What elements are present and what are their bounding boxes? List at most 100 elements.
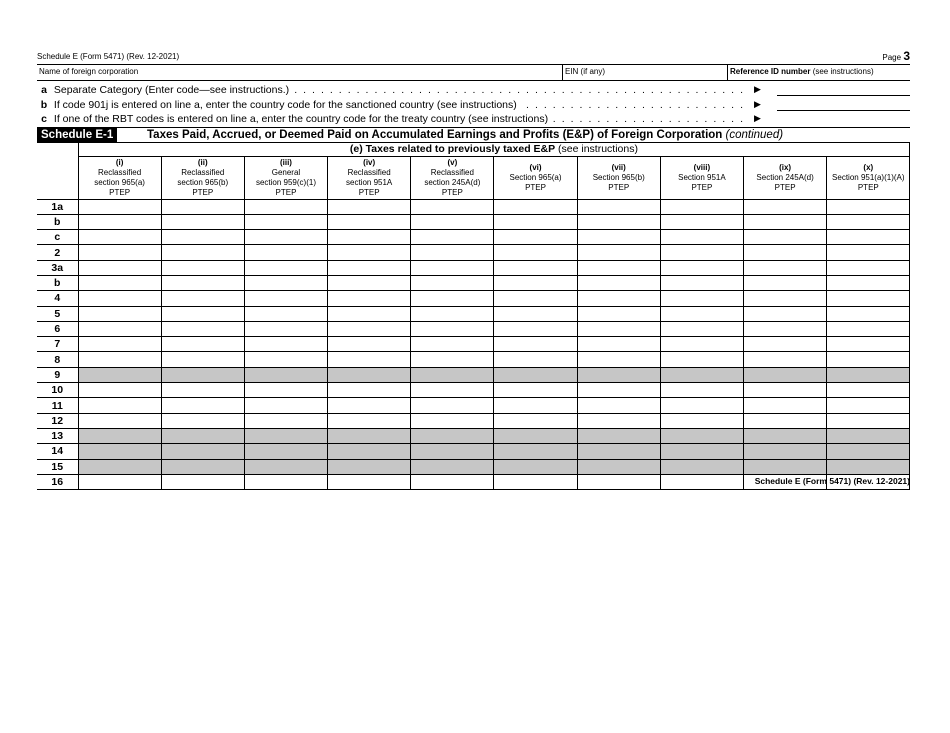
amount-cell[interactable] (742, 397, 828, 414)
amount-cell[interactable] (160, 351, 245, 368)
amount-cell[interactable] (327, 397, 412, 414)
amount-cell[interactable] (493, 259, 578, 276)
amount-cell[interactable] (659, 473, 745, 491)
amount-cell[interactable] (493, 473, 578, 491)
amount-cell[interactable] (77, 290, 162, 307)
amount-cell[interactable] (160, 382, 245, 399)
amount-cell[interactable] (826, 382, 911, 399)
amount-cell[interactable] (742, 351, 828, 368)
amount-cell[interactable] (826, 412, 911, 429)
amount-cell[interactable] (327, 473, 412, 491)
amount-cell[interactable] (493, 320, 578, 338)
amount-cell[interactable] (742, 244, 828, 261)
amount-cell[interactable] (327, 290, 412, 307)
amount-cell[interactable] (160, 244, 245, 261)
amount-cell[interactable] (826, 259, 911, 276)
amount-cell[interactable] (410, 305, 495, 322)
amount-cell[interactable] (77, 198, 162, 215)
amount-cell[interactable] (742, 290, 828, 307)
amount-cell[interactable] (659, 259, 745, 276)
amount-cell[interactable] (576, 336, 661, 353)
amount-cell[interactable] (659, 382, 745, 399)
amount-cell[interactable] (493, 290, 578, 307)
amount-cell[interactable] (493, 382, 578, 399)
amount-cell[interactable] (826, 244, 911, 261)
amount-cell[interactable] (826, 274, 911, 292)
amount-cell[interactable] (243, 305, 329, 322)
amount-cell[interactable] (659, 351, 745, 368)
amount-cell[interactable] (410, 397, 495, 414)
amount-cell[interactable] (493, 244, 578, 261)
amount-cell[interactable] (243, 320, 329, 338)
amount-cell[interactable] (327, 198, 412, 215)
amount-cell[interactable] (576, 274, 661, 292)
amount-cell[interactable] (742, 382, 828, 399)
amount-cell[interactable] (659, 336, 745, 353)
amount-cell[interactable] (327, 382, 412, 399)
amount-cell[interactable] (410, 213, 495, 231)
amount-cell[interactable] (742, 198, 828, 215)
amount-cell[interactable] (243, 213, 329, 231)
amount-cell[interactable] (243, 412, 329, 429)
amount-cell[interactable] (77, 320, 162, 338)
amount-cell[interactable] (243, 336, 329, 353)
amount-cell[interactable] (160, 290, 245, 307)
amount-cell[interactable] (77, 397, 162, 414)
amount-cell[interactable] (826, 397, 911, 414)
amount-cell[interactable] (160, 305, 245, 322)
amount-cell[interactable] (410, 412, 495, 429)
amount-cell[interactable] (410, 259, 495, 276)
amount-cell[interactable] (742, 274, 828, 292)
amount-cell[interactable] (493, 397, 578, 414)
amount-cell[interactable] (576, 320, 661, 338)
amount-cell[interactable] (160, 229, 245, 246)
amount-cell[interactable] (410, 198, 495, 215)
amount-cell[interactable] (576, 229, 661, 246)
amount-cell[interactable] (410, 382, 495, 399)
amount-cell[interactable] (160, 473, 245, 491)
amount-cell[interactable] (243, 259, 329, 276)
amount-cell[interactable] (77, 382, 162, 399)
amount-cell[interactable] (576, 213, 661, 231)
amount-cell[interactable] (243, 397, 329, 414)
line-b-input[interactable] (777, 109, 910, 111)
amount-cell[interactable] (327, 259, 412, 276)
foreign-corporation-name-field[interactable]: Name of foreign corporation (37, 65, 563, 81)
amount-cell[interactable] (493, 198, 578, 215)
amount-cell[interactable] (659, 198, 745, 215)
amount-cell[interactable] (659, 290, 745, 307)
amount-cell[interactable] (327, 305, 412, 322)
amount-cell[interactable] (243, 274, 329, 292)
amount-cell[interactable] (327, 213, 412, 231)
amount-cell[interactable] (742, 305, 828, 322)
amount-cell[interactable] (659, 397, 745, 414)
amount-cell[interactable] (327, 336, 412, 353)
amount-cell[interactable] (410, 320, 495, 338)
amount-cell[interactable] (826, 320, 911, 338)
amount-cell[interactable] (493, 229, 578, 246)
amount-cell[interactable] (826, 229, 911, 246)
amount-cell[interactable] (243, 290, 329, 307)
amount-cell[interactable] (410, 229, 495, 246)
amount-cell[interactable] (77, 244, 162, 261)
amount-cell[interactable] (576, 305, 661, 322)
amount-cell[interactable] (659, 412, 745, 429)
amount-cell[interactable] (826, 290, 911, 307)
amount-cell[interactable] (742, 229, 828, 246)
amount-cell[interactable] (77, 412, 162, 429)
amount-cell[interactable] (77, 274, 162, 292)
amount-cell[interactable] (826, 473, 911, 491)
amount-cell[interactable] (576, 397, 661, 414)
amount-cell[interactable] (826, 351, 911, 368)
amount-cell[interactable] (410, 473, 495, 491)
amount-cell[interactable] (410, 274, 495, 292)
amount-cell[interactable] (410, 244, 495, 261)
amount-cell[interactable] (77, 229, 162, 246)
reference-id-field[interactable]: Reference ID number (see instructions) (730, 67, 874, 76)
amount-cell[interactable] (742, 320, 828, 338)
amount-cell[interactable] (576, 351, 661, 368)
amount-cell[interactable] (826, 305, 911, 322)
amount-cell[interactable] (493, 412, 578, 429)
amount-cell[interactable] (410, 290, 495, 307)
amount-cell[interactable] (659, 213, 745, 231)
